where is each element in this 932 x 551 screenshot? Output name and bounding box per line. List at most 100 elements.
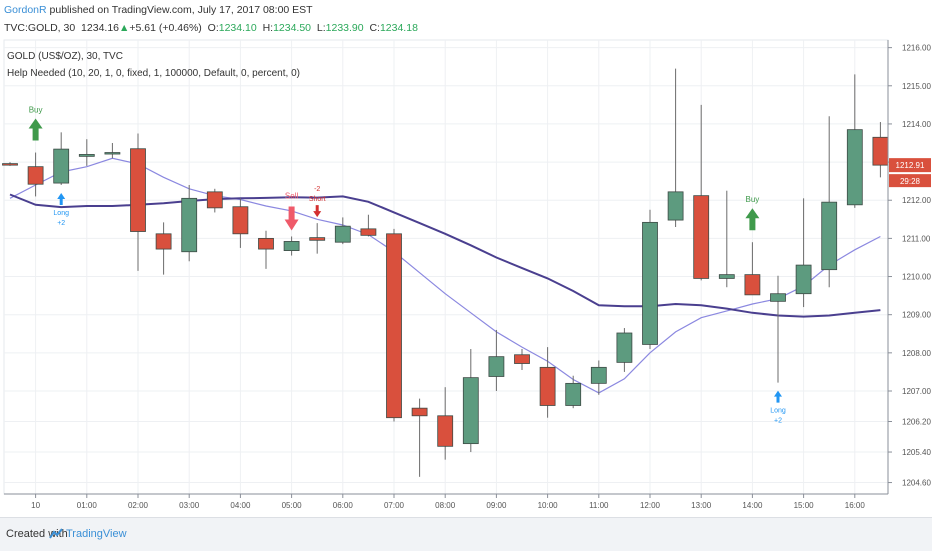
long-arrow-icon — [774, 390, 782, 403]
signal-long: Long +2 — [770, 390, 786, 425]
y-tick-label: 1204.60 — [902, 479, 931, 488]
candle — [590, 360, 607, 395]
fast-ma-line — [9, 157, 881, 394]
candle-body — [693, 195, 710, 279]
buy-arrow-icon — [745, 208, 760, 231]
candle — [53, 132, 70, 185]
candle — [718, 190, 735, 288]
candle — [744, 242, 761, 296]
long-label: Long — [770, 408, 786, 415]
signal-buy: Buy — [745, 195, 760, 231]
moving-averages — [9, 157, 881, 394]
x-tick-label: 15:00 — [794, 501, 815, 510]
close-label: C: — [369, 22, 380, 34]
candle-body — [206, 191, 223, 209]
y-tick-label: 1209.00 — [902, 311, 931, 320]
x-tick-label: 16:00 — [845, 501, 866, 510]
tradingview-link[interactable]: TradingView — [66, 528, 127, 540]
candle — [642, 209, 658, 350]
axes: 1204.60 1205.40 1206.20 1207.00 1208.00 1209.… — [4, 40, 931, 510]
x-tick-label: 10:00 — [538, 501, 559, 510]
signal-short: Short -2 — [309, 186, 326, 218]
candle — [181, 184, 198, 262]
candle-body — [309, 237, 326, 241]
candle-body — [795, 264, 812, 295]
candle-body — [155, 233, 172, 250]
candle-body — [437, 415, 454, 447]
candle-body — [846, 129, 863, 206]
candle — [130, 133, 146, 271]
countdown-label: 29:28 — [900, 177, 921, 186]
candles — [2, 68, 889, 477]
short-label: Short — [309, 196, 326, 203]
y-tick-label: 1207.00 — [902, 387, 931, 396]
created-with-label: Created with — [6, 528, 68, 540]
candle — [462, 349, 479, 453]
y-tick-label: 1214.00 — [902, 120, 931, 129]
candle-body — [283, 241, 300, 251]
candle — [770, 275, 786, 383]
candle — [155, 222, 172, 275]
candle-body — [616, 332, 633, 363]
open-label: O: — [207, 22, 219, 34]
x-tick-label: 07:00 — [384, 501, 405, 510]
long-sub-label: +2 — [774, 418, 782, 425]
candle — [2, 162, 18, 166]
x-tick-label: 13:00 — [691, 501, 712, 510]
candle-body — [78, 154, 95, 157]
candle — [488, 329, 505, 391]
candle-body — [411, 407, 428, 417]
candle — [334, 217, 351, 245]
candle — [206, 188, 223, 213]
quote-line: TVC:GOLD, 30 1234.16▲+5.61 (+0.46%) O:12… — [4, 22, 418, 34]
last-price-box — [889, 158, 931, 173]
candle-body — [667, 191, 684, 221]
candle-body — [590, 366, 607, 384]
buy-label: Buy — [746, 195, 760, 204]
chart-header: GordonR published on TradingView.com, Ju… — [0, 0, 932, 38]
signal-long: Long +2 — [53, 192, 69, 227]
candle — [283, 236, 300, 256]
candle-body — [232, 206, 249, 235]
symbol-label: TVC:GOLD, 30 — [4, 22, 76, 34]
candle — [693, 104, 710, 281]
slow-ma-line — [9, 193, 881, 318]
short-sub-label: -2 — [314, 186, 320, 193]
candle-body — [821, 201, 838, 271]
candle — [821, 116, 838, 288]
footer: Created with TradingView — [0, 517, 932, 551]
x-tick-label: 10 — [31, 501, 40, 510]
x-tick-label: 03:00 — [179, 501, 200, 510]
publish-info: published on TradingView.com, July 17, 2… — [46, 4, 313, 16]
candle — [514, 349, 530, 371]
candle-body — [488, 356, 505, 377]
price-change: +5.61 (+0.46%) — [129, 22, 202, 34]
x-tick-label: 12:00 — [640, 501, 661, 510]
legend-symbol: GOLD (US$/OZ), 30, TVC — [7, 51, 123, 62]
x-tick-label: 08:00 — [435, 501, 456, 510]
x-tick-label: 09:00 — [486, 501, 507, 510]
last-price-label: 1212.91 — [896, 161, 925, 170]
candle — [27, 152, 44, 197]
candle-body — [872, 136, 889, 166]
y-tick-label: 1212.00 — [902, 196, 931, 205]
x-tick-label: 06:00 — [333, 501, 354, 510]
open-value: 1234.10 — [218, 22, 257, 34]
author-link[interactable]: GordonR — [4, 4, 47, 16]
candle — [872, 122, 889, 178]
x-tick-label: 02:00 — [128, 501, 149, 510]
publish-line: GordonR published on TradingView.com, Ju… — [4, 4, 313, 16]
candle — [411, 398, 428, 477]
candle-body — [770, 293, 786, 302]
candle — [795, 198, 812, 308]
candle-body — [744, 274, 761, 296]
candle-body — [462, 377, 479, 445]
low-label: L: — [316, 22, 326, 34]
y-tick-label: 1216.00 — [902, 44, 931, 53]
signals: Buy Long +2 Sell Short -2 Buy Long +2 — [28, 106, 786, 425]
short-arrow-icon — [313, 205, 322, 218]
candle-body — [104, 152, 121, 155]
close-value: 1234.18 — [379, 22, 418, 34]
candle — [360, 214, 377, 237]
